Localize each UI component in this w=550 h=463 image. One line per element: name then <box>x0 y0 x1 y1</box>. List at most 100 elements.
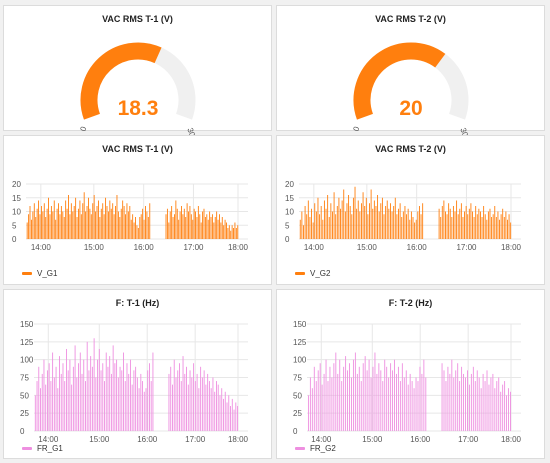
bar <box>41 373 43 431</box>
bar <box>385 206 387 239</box>
bar <box>403 377 405 431</box>
bar <box>100 370 102 431</box>
bar <box>78 363 79 431</box>
bar <box>174 214 175 239</box>
bar <box>391 211 393 239</box>
bar <box>126 363 128 431</box>
bar <box>110 373 112 431</box>
bar <box>486 219 488 239</box>
bar <box>168 373 170 431</box>
bar <box>49 214 51 239</box>
bar <box>380 370 382 431</box>
bar <box>53 200 55 239</box>
bar <box>219 214 220 239</box>
bar <box>237 225 239 239</box>
chart-panel-freq-t2[interactable]: F: T-2 (Hz) 150 125 100 75 50 25 0 14:00 15:00 16… <box>276 289 545 459</box>
chart-panel-freq-t1[interactable]: F: T-1 (Hz) 150 125 100 75 50 25 0 14:00 15:00 16… <box>3 289 272 459</box>
bar <box>214 217 216 239</box>
bar <box>487 211 489 239</box>
bar <box>365 197 367 239</box>
bar <box>43 359 45 431</box>
bar <box>166 208 168 239</box>
bar <box>459 381 461 431</box>
bar <box>216 381 217 431</box>
bar <box>481 217 483 239</box>
bar <box>46 208 48 239</box>
bar <box>223 398 224 431</box>
bar <box>478 377 480 431</box>
bar <box>76 377 78 431</box>
bar <box>193 208 195 239</box>
bar <box>384 359 386 431</box>
bar <box>211 214 213 239</box>
bar <box>200 366 202 431</box>
bar <box>149 203 151 239</box>
bar <box>96 206 98 239</box>
x-tick-label: 18:00 <box>501 243 522 252</box>
bar <box>183 208 185 239</box>
bar <box>449 373 451 431</box>
bar <box>470 203 472 239</box>
x-tick-label: 18:00 <box>228 435 249 444</box>
bar <box>201 377 203 431</box>
chart-panel-vac-t2[interactable]: VAC RMS T-2 (V) 20 15 10 5 0 14:00 15:00 16:00 1… <box>276 135 545 285</box>
bar <box>351 377 352 431</box>
bar <box>301 211 303 239</box>
bar <box>468 208 470 239</box>
bar <box>306 214 308 239</box>
bar <box>307 395 309 431</box>
bar <box>388 208 390 239</box>
bar <box>88 197 89 239</box>
bar <box>486 370 488 431</box>
bar <box>483 206 485 239</box>
bar <box>332 211 333 239</box>
y-tick-label: 0 <box>293 427 298 436</box>
gauge-panel-t2[interactable]: VAC RMS T-2 (V) 20 0 30 <box>276 5 545 139</box>
bar <box>194 381 196 431</box>
x-tick-label: 15:00 <box>89 435 110 444</box>
legend[interactable]: FR_G2 <box>295 444 336 453</box>
bar <box>398 208 399 239</box>
bar <box>438 208 440 239</box>
bar <box>445 211 446 239</box>
bar <box>212 377 214 431</box>
bar <box>459 208 461 239</box>
bar <box>173 359 175 431</box>
y-tick-label: 75 <box>20 374 29 383</box>
bar <box>392 370 393 431</box>
bar <box>28 214 30 239</box>
bar <box>311 208 312 239</box>
bar <box>345 356 347 431</box>
bar <box>476 214 478 239</box>
bar <box>125 214 126 239</box>
y-tick-label: 100 <box>293 356 307 365</box>
bar <box>233 409 235 431</box>
legend[interactable]: FR_G1 <box>22 444 63 453</box>
bar <box>130 219 132 239</box>
y-tick-label: 25 <box>20 409 29 418</box>
y-tick-label: 0 <box>285 235 290 244</box>
bar <box>419 366 421 431</box>
bar <box>140 214 142 239</box>
bar <box>443 370 445 431</box>
bar <box>93 195 95 239</box>
bar <box>386 366 388 431</box>
bar <box>456 200 458 239</box>
bar <box>496 381 498 431</box>
chart-panel-vac-t1[interactable]: VAC RMS T-1 (V) 20 15 10 5 0 14:00 15:00 16:00 1… <box>3 135 272 285</box>
bar <box>112 203 114 239</box>
bar <box>145 206 146 239</box>
bar <box>208 381 210 431</box>
legend[interactable]: V_G2 <box>295 269 330 278</box>
legend[interactable]: V_G1 <box>22 269 57 278</box>
bar <box>381 197 383 239</box>
bar <box>60 373 62 431</box>
legend-swatch <box>22 447 32 450</box>
bar <box>43 203 45 239</box>
bar <box>508 214 510 239</box>
bar <box>95 377 97 431</box>
x-tick-label: 16:00 <box>137 435 158 444</box>
bar <box>91 366 93 431</box>
gauge-panel-t1[interactable]: VAC RMS T-1 (V) 18.3 0 30 <box>3 5 272 139</box>
bar <box>386 200 388 239</box>
